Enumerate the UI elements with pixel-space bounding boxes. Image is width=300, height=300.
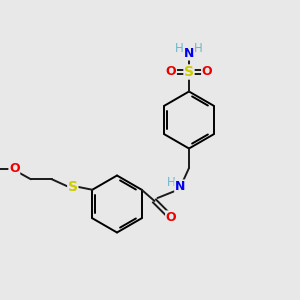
Text: S: S bbox=[68, 180, 78, 194]
Text: O: O bbox=[9, 162, 20, 175]
Text: N: N bbox=[175, 180, 185, 193]
Text: O: O bbox=[166, 211, 176, 224]
Text: H: H bbox=[175, 41, 184, 55]
Text: N: N bbox=[184, 47, 194, 60]
Text: O: O bbox=[202, 65, 212, 79]
Text: H: H bbox=[194, 41, 203, 55]
Text: S: S bbox=[184, 65, 194, 79]
Text: O: O bbox=[166, 65, 176, 79]
Text: H: H bbox=[167, 176, 176, 190]
